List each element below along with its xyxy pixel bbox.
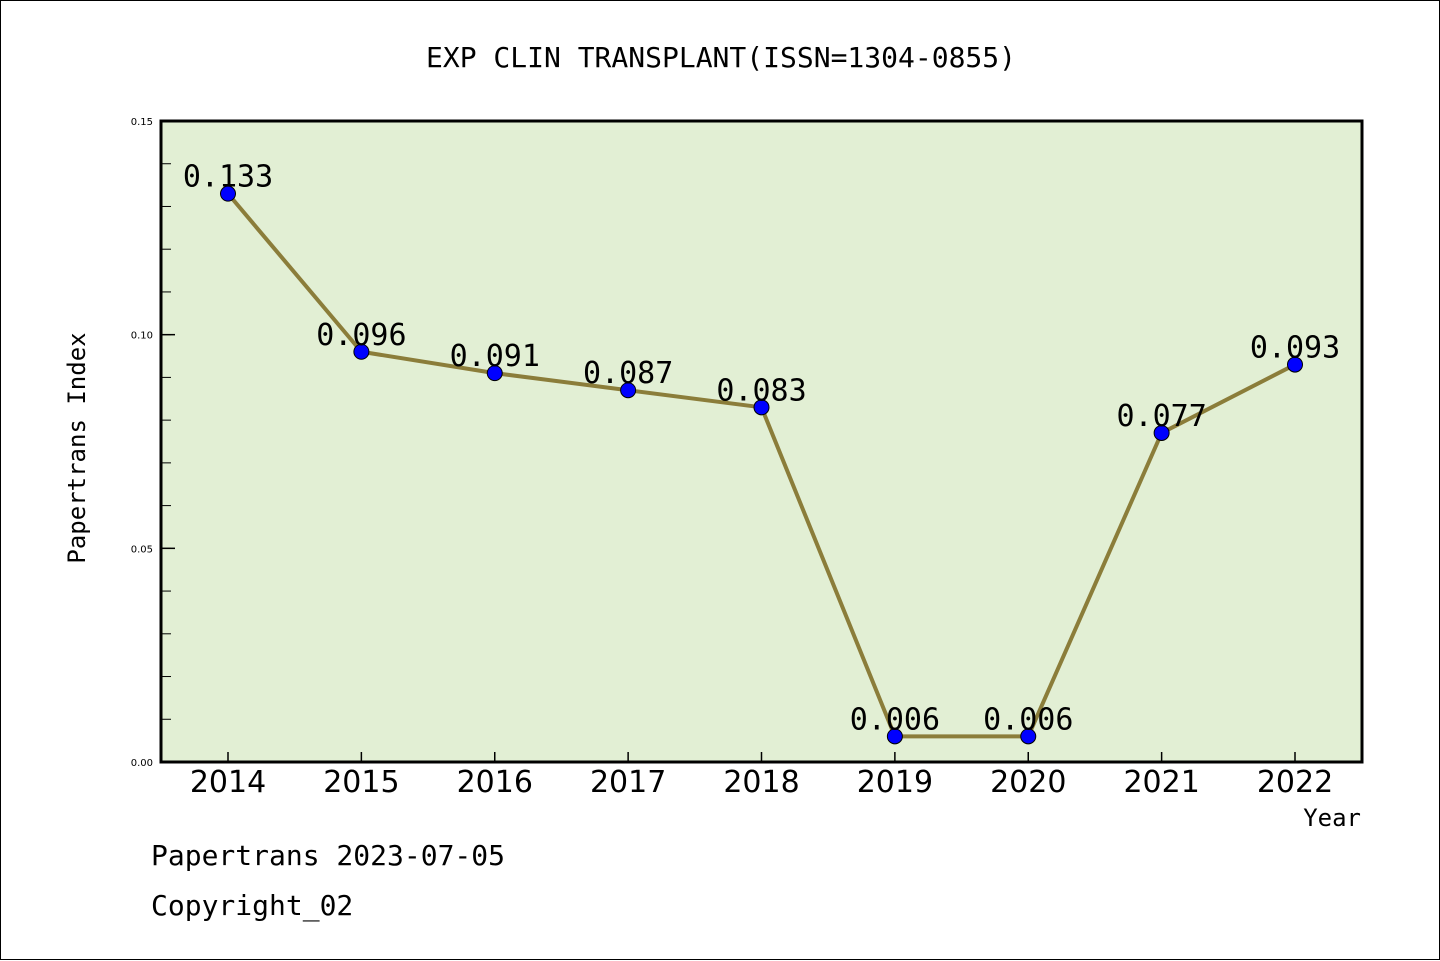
- data-label: 0.133: [183, 160, 273, 195]
- data-label: 0.077: [1116, 399, 1206, 434]
- data-label: 0.083: [716, 373, 806, 408]
- x-tick-label: 2019: [857, 765, 933, 800]
- data-label: 0.096: [316, 318, 406, 353]
- footer-copyright: Copyright_02: [151, 889, 353, 923]
- data-labels: 0.133 0.096 0.091 0.087 0.083 0.006 0.006 0.077…: [183, 160, 1340, 738]
- y-tick-label: 0.05: [131, 544, 153, 555]
- data-point: [486, 365, 503, 382]
- y-axis: 0.00 0.05 0.10 0.15: [131, 117, 175, 769]
- x-tick-label: 2014: [190, 765, 266, 800]
- x-tick-label: 2015: [323, 765, 399, 800]
- data-point: [1153, 424, 1170, 441]
- data-point: [353, 343, 370, 360]
- y-axis-label: Papertrans Index: [63, 332, 91, 563]
- chart-title: EXP CLIN TRANSPLANT(ISSN=1304-0855): [426, 41, 1016, 74]
- data-markers: [220, 185, 1303, 745]
- x-tick-label: 2016: [457, 765, 533, 800]
- x-axis: 2014 2015 2016 2017 2018 2019 2020 2021 2022: [190, 752, 1333, 800]
- footer-source: Papertrans 2023-07-05: [151, 839, 505, 872]
- data-label: 0.091: [450, 339, 540, 374]
- data-point: [753, 399, 770, 416]
- x-tick-label: 2018: [723, 765, 799, 800]
- plot-area: [161, 121, 1362, 762]
- y-tick-label: 0.00: [131, 758, 153, 769]
- data-label: 0.093: [1250, 331, 1340, 366]
- data-label: 0.087: [583, 356, 673, 391]
- x-tick-label: 2022: [1257, 765, 1333, 800]
- data-label: 0.006: [850, 702, 940, 737]
- data-point: [886, 728, 903, 745]
- plot-border: [159, 119, 1364, 764]
- data-point: [220, 185, 236, 202]
- x-tick-label: 2020: [990, 765, 1066, 800]
- y-tick-label: 0.15: [131, 117, 153, 128]
- x-axis-label: Year: [1303, 804, 1361, 832]
- data-point: [1020, 728, 1037, 745]
- data-point: [620, 382, 637, 399]
- data-point: [1287, 356, 1303, 373]
- y-tick-label: 0.10: [131, 331, 153, 342]
- data-label: 0.006: [983, 702, 1073, 737]
- x-tick-label: 2017: [590, 765, 666, 800]
- x-tick-label: 2021: [1123, 765, 1199, 800]
